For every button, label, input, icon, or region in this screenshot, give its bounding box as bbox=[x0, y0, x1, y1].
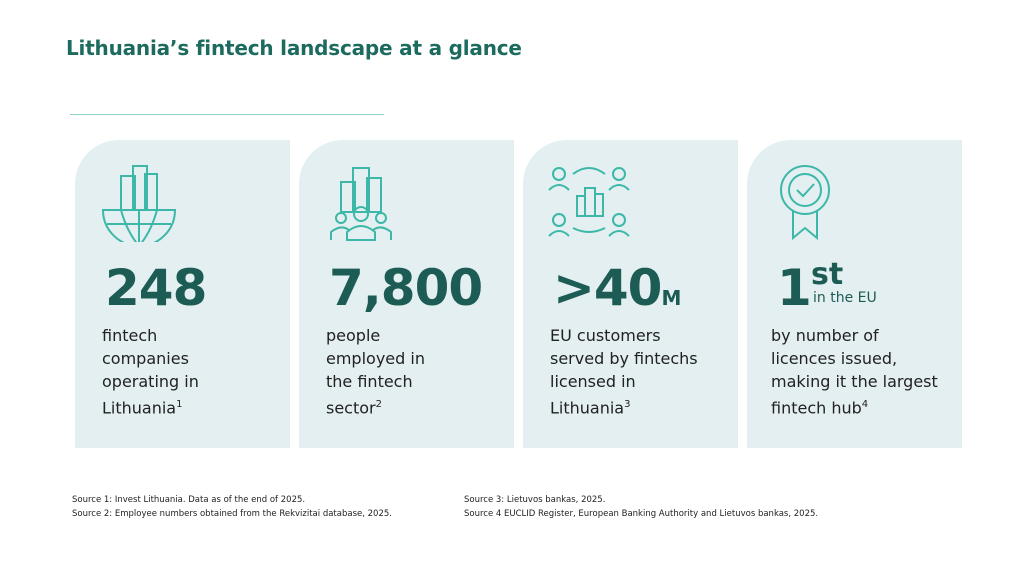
stat-number: >40 bbox=[553, 259, 662, 317]
icon-buildings-globe bbox=[101, 165, 177, 242]
footnote: 3 bbox=[624, 399, 631, 410]
stat-value: 7,800 bbox=[329, 259, 483, 317]
stat-card: 1 st in the EU by number of licences iss… bbox=[747, 140, 962, 448]
stat-ordinal: st bbox=[811, 257, 844, 292]
description-text: people employed in the fintech sector bbox=[326, 326, 425, 418]
source-note: Source 3: Lietuvos bankas, 2025. bbox=[464, 495, 606, 505]
stat-card: >40M EU customers served by fintechs lic… bbox=[523, 140, 738, 448]
source-note: Source 4 EUCLID Register, European Banki… bbox=[464, 509, 819, 519]
divider bbox=[70, 114, 384, 115]
stat-value: 1 bbox=[777, 259, 812, 317]
stat-card: 248 fintech companies operating in Lithu… bbox=[75, 140, 290, 448]
description: EU customers served by fintechs licensed… bbox=[550, 324, 700, 419]
description: by number of licences issued, making it … bbox=[771, 324, 943, 419]
stat-unit: M bbox=[661, 286, 682, 310]
footnote: 2 bbox=[375, 399, 382, 410]
footnote: 4 bbox=[861, 399, 869, 410]
footnote: 1 bbox=[176, 399, 183, 410]
icon-people-buildings bbox=[330, 167, 392, 241]
description-text: EU customers served by fintechs licensed… bbox=[550, 326, 698, 418]
source-note: Source 1: Invest Lithuania. Data as of t… bbox=[72, 495, 306, 505]
description: fintech companies operating in Lithuania… bbox=[102, 324, 212, 419]
stat-qualifier: in the EU bbox=[813, 290, 877, 306]
icon-badge bbox=[780, 165, 830, 241]
description: people employed in the fintech sector2 bbox=[326, 324, 441, 419]
description-text: fintech companies operating in Lithuania bbox=[102, 326, 199, 418]
description-text: by number of licences issued, making it … bbox=[771, 326, 938, 418]
title: Lithuania’s fintech landscape at a glanc… bbox=[66, 36, 522, 60]
source-note: Source 2: Employee numbers obtained from… bbox=[72, 509, 392, 519]
stat-card: 7,800 people employed in the fintech sec… bbox=[299, 140, 514, 448]
icon-customers-network bbox=[548, 167, 630, 237]
stat-value: 248 bbox=[105, 259, 207, 317]
stat-value: >40M bbox=[553, 258, 681, 328]
